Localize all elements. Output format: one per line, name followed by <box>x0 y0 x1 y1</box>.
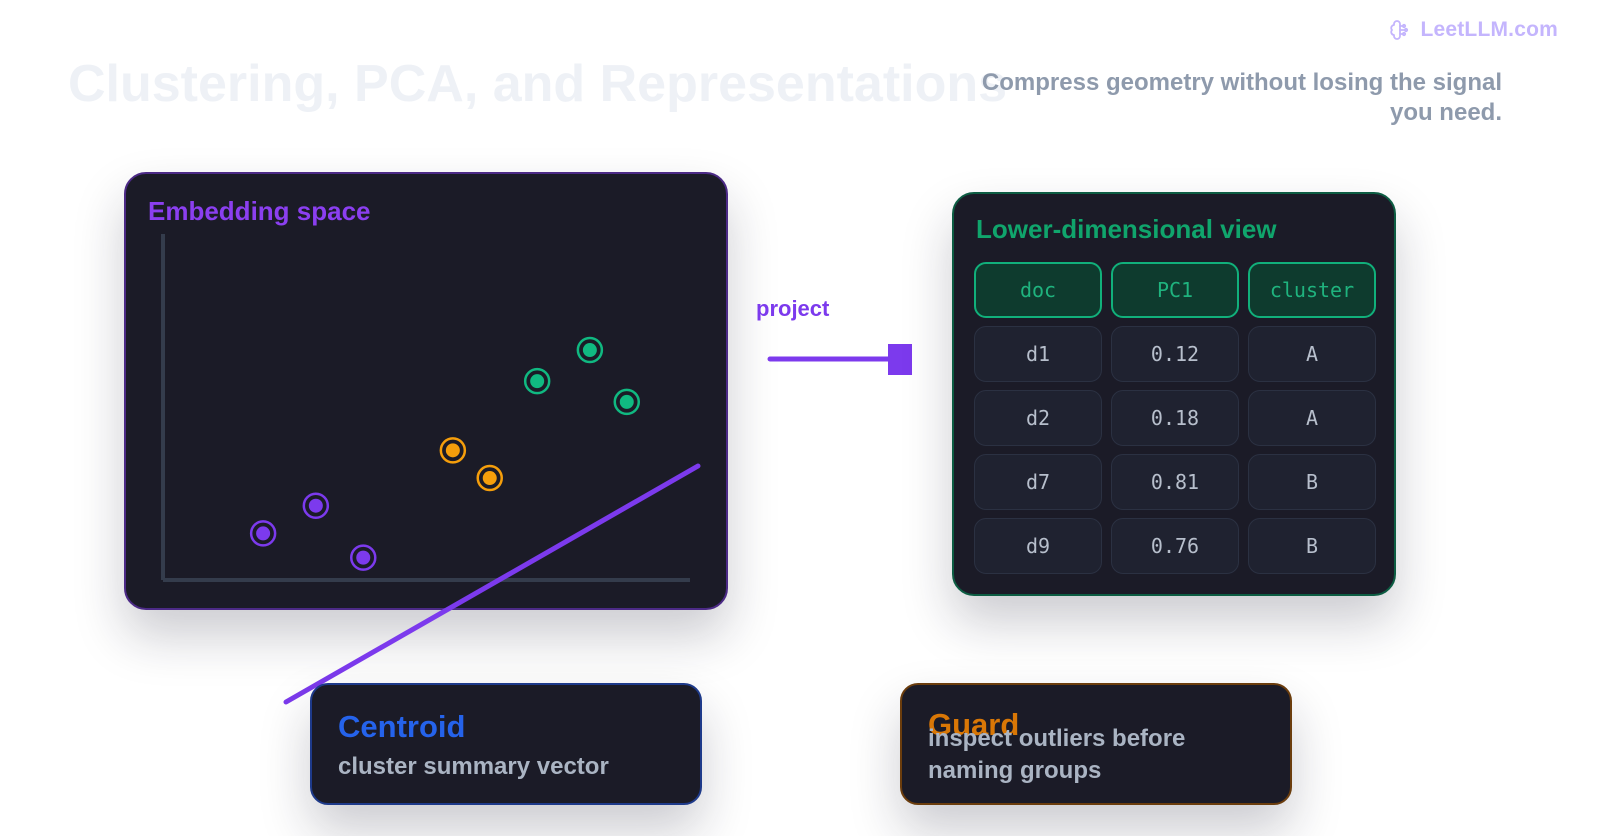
table-cell: 0.81 <box>1111 454 1239 510</box>
brand-label: LeetLLM.com <box>1420 18 1558 41</box>
centroid-description: cluster summary vector <box>338 753 609 780</box>
guard-title: Guard <box>928 707 1020 742</box>
centroid-card: Centroid cluster summary vector <box>310 683 702 805</box>
scatter-point-green <box>613 388 641 416</box>
table-cell: 0.76 <box>1111 518 1239 574</box>
embedding-panel-title: Embedding space <box>148 196 371 226</box>
table-cell: B <box>1248 454 1376 510</box>
table-cell: B <box>1248 518 1376 574</box>
brain-icon <box>1390 20 1409 40</box>
scatter-point-purple <box>350 544 377 571</box>
table-cell: d7 <box>974 454 1102 510</box>
guard-card: Guard inspect outliers before naming gro… <box>900 683 1292 805</box>
scatter-point-green <box>523 367 551 395</box>
scatter-point-orange <box>476 464 503 492</box>
table-cell: d1 <box>974 326 1102 382</box>
lower-dimensional-panel: Lower-dimensional view doc PC1 cluster d… <box>952 192 1396 596</box>
page-subtitle: Compress geometry without losing the sig… <box>981 69 1502 126</box>
column-header: PC1 <box>1111 262 1239 318</box>
table-cell: d2 <box>974 390 1102 446</box>
brand-logo[interactable]: LeetLLM.com <box>1388 16 1558 44</box>
centroid-pointer-line <box>283 463 701 705</box>
table-cell: 0.18 <box>1111 390 1239 446</box>
scatter-point-orange <box>439 437 467 464</box>
project-arrow-head <box>888 344 912 375</box>
table-cell: A <box>1248 390 1376 446</box>
scatter-point-purple <box>249 520 277 547</box>
projection-table: doc PC1 cluster d1 0.12 A d2 0.18 A d7 0… <box>974 262 1376 574</box>
scatter-point-purple <box>302 492 330 519</box>
column-header: doc <box>974 262 1102 318</box>
column-header: cluster <box>1248 262 1376 318</box>
guard-description: inspect outliers before naming groups <box>928 725 1186 784</box>
scatter-point-green <box>576 336 604 364</box>
centroid-title: Centroid <box>338 709 466 744</box>
project-label: project <box>756 296 830 321</box>
embedding-scatter <box>161 234 690 582</box>
table-cell: 0.12 <box>1111 326 1239 382</box>
table-cell: d9 <box>974 518 1102 574</box>
embedding-space-panel: Embedding space <box>124 172 728 610</box>
table-cell: A <box>1248 326 1376 382</box>
page-title: Clustering, PCA, and Representations <box>68 55 1008 113</box>
lower-panel-title: Lower-dimensional view <box>976 214 1277 244</box>
